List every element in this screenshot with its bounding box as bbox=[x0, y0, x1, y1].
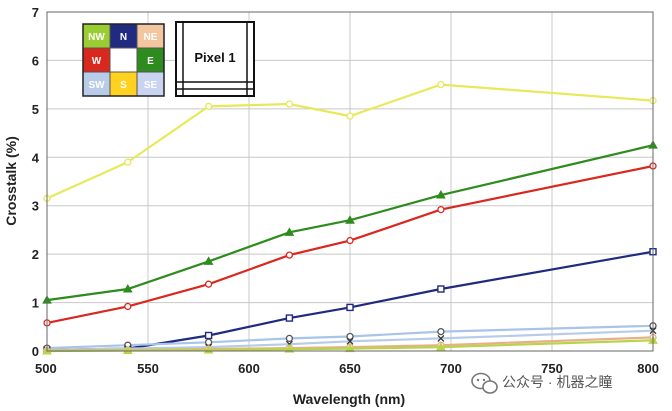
x-tick-label: 800 bbox=[637, 361, 659, 376]
data-point-w bbox=[437, 205, 445, 214]
legend-border bbox=[82, 23, 165, 97]
data-point-se bbox=[346, 332, 354, 341]
data-point-e bbox=[284, 227, 295, 236]
x-tick-label: 750 bbox=[541, 361, 563, 376]
legend: NW N NE W E SW S SE bbox=[82, 23, 165, 97]
data-point-e bbox=[203, 256, 214, 265]
data-point-w bbox=[346, 236, 354, 245]
wechat-icon bbox=[471, 372, 498, 394]
data-point-se bbox=[285, 334, 294, 343]
legend-cell-se bbox=[136, 71, 165, 97]
y-axis-label: Crosstalk (%) bbox=[3, 136, 19, 225]
legend-label-ne: NE bbox=[144, 32, 158, 43]
data-point-s bbox=[346, 112, 354, 120]
pixel-inset: Pixel 1 bbox=[175, 21, 255, 97]
y-tick-labels: 0 1 2 3 4 5 6 7 bbox=[32, 5, 40, 359]
x-tick-label: 650 bbox=[339, 361, 361, 376]
data-point-w bbox=[204, 280, 213, 288]
data-point-nw bbox=[122, 345, 133, 355]
y-tick-label: 2 bbox=[32, 247, 39, 262]
y-tick-label: 4 bbox=[32, 150, 40, 165]
y-tick-label: 3 bbox=[32, 199, 39, 214]
legend-label-se: SE bbox=[144, 80, 158, 91]
data-point-sw bbox=[346, 337, 354, 345]
data-point-e bbox=[345, 215, 355, 224]
watermark: 公众号 · 机器之瞳 bbox=[471, 372, 612, 394]
x-axis-label: Wavelength (nm) bbox=[293, 391, 405, 407]
legend-cell-sw bbox=[82, 71, 111, 97]
y-tick-label: 7 bbox=[32, 5, 39, 20]
x-tick-label: 600 bbox=[238, 361, 260, 376]
data-point-w bbox=[124, 302, 132, 311]
plot-frame bbox=[46, 11, 654, 352]
data-point-s bbox=[124, 158, 132, 166]
legend-label-s: S bbox=[120, 80, 127, 91]
data-point-e bbox=[122, 284, 133, 293]
y-tick-label: 0 bbox=[32, 344, 39, 359]
data-point-s bbox=[204, 102, 213, 111]
series-s bbox=[43, 80, 657, 203]
legend-label-nw: NW bbox=[88, 32, 105, 43]
legend-label-e: E bbox=[147, 56, 154, 67]
data-point-n bbox=[346, 303, 354, 312]
series-e bbox=[42, 140, 658, 304]
watermark-text: 公众号 · 机器之瞳 bbox=[502, 374, 612, 390]
legend-label-sw: SW bbox=[88, 80, 105, 91]
data-point-nw bbox=[284, 344, 295, 353]
data-point-sw bbox=[437, 334, 445, 342]
data-point-n bbox=[285, 314, 294, 322]
data-point-nw bbox=[436, 342, 446, 351]
series-layer bbox=[42, 80, 658, 355]
series-w bbox=[43, 162, 657, 327]
legend-cell-nw bbox=[82, 23, 111, 49]
legend-label-n: N bbox=[120, 32, 127, 43]
data-point-n bbox=[204, 331, 213, 340]
data-point-w bbox=[285, 251, 294, 259]
data-point-n bbox=[437, 285, 445, 293]
data-point-se bbox=[437, 327, 445, 336]
x-tick-label: 700 bbox=[440, 361, 462, 376]
legend-label-w: W bbox=[92, 56, 102, 67]
data-point-s bbox=[285, 100, 294, 108]
pixel-inset-label: Pixel 1 bbox=[194, 50, 235, 65]
y-tick-label: 6 bbox=[32, 53, 39, 68]
x-tick-label: 500 bbox=[35, 361, 57, 376]
y-tick-label: 5 bbox=[32, 102, 39, 117]
y-tick-label: 1 bbox=[32, 296, 39, 311]
x-tick-labels: 500 550 600 650 700 750 800 bbox=[35, 361, 659, 376]
legend-cell-center bbox=[109, 47, 138, 73]
data-point-nw bbox=[345, 343, 355, 353]
data-point-e bbox=[436, 190, 446, 199]
x-tick-label: 550 bbox=[137, 361, 159, 376]
data-point-s bbox=[437, 80, 445, 89]
